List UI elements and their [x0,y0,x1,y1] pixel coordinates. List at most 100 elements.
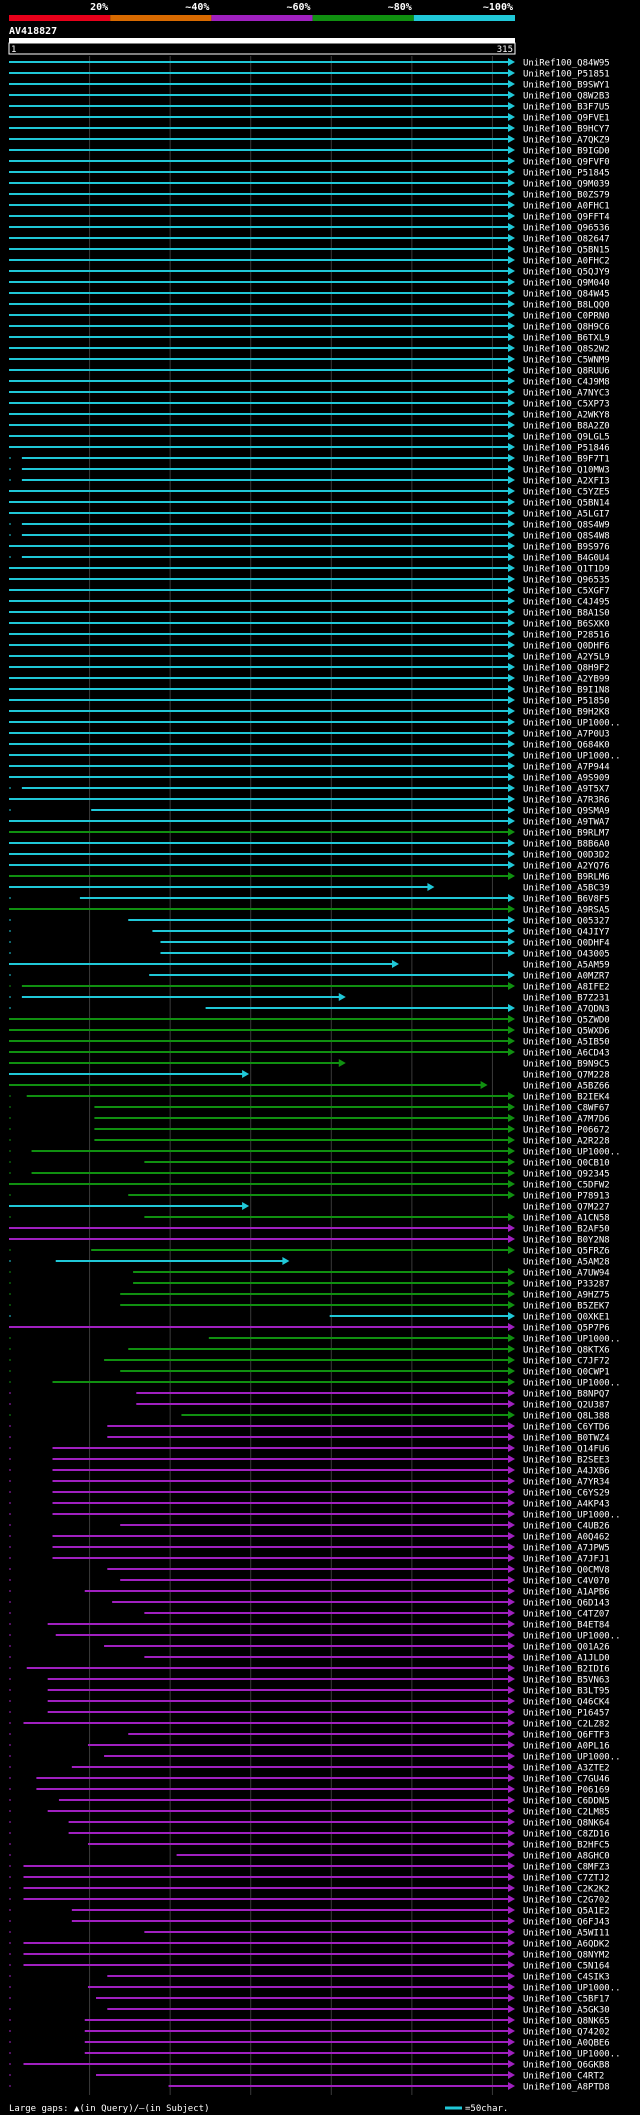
hit-arrowhead [508,2082,515,2090]
hit-arrowhead [508,1510,515,1518]
hit-row: UniRef100_B6TXL9 [9,333,610,344]
hit-row: UniRef100_B9S976 [9,542,610,553]
hit-label: UniRef100_A1APB6 [523,1588,610,1598]
hit-arrowhead [242,1070,250,1078]
hit-arrowhead [508,1466,515,1474]
hit-arrowhead [508,839,515,847]
hit-row: UniRef100_C5N164 [9,1961,610,1972]
hit-arrowhead [508,1037,515,1045]
query-ruler-box [8,42,516,55]
hit-label: UniRef100_Q0CWP1 [523,1368,610,1378]
hit-arrowhead [508,1708,515,1716]
hit-label: UniRef100_Q5FRZ6 [523,1247,610,1257]
hit-label: UniRef100_C8MFZ3 [523,1863,610,1873]
scale-gridlines [89,56,493,2095]
hit-arrowhead [508,1048,515,1056]
hit-arrowhead [508,1576,515,1584]
hit-label: UniRef100_Q7M228 [523,1071,610,1081]
hit-arrowhead [508,685,515,693]
hit-row: UniRef100_A3ZTE2 [9,1763,610,1774]
hit-label: UniRef100_C5YZE5 [523,488,610,498]
hit-label: UniRef100_A3ZTE2 [523,1764,610,1774]
hit-arrowhead [508,1279,515,1287]
hit-row: UniRef100_B2SEE3 [9,1455,610,1466]
hit-arrowhead [508,498,515,506]
hit-row: UniRef100_Q6D143 [9,1598,610,1609]
hit-arrowhead [508,828,515,836]
hit-label: UniRef100_C8ZD16 [523,1830,610,1840]
hit-label: UniRef100_Q8S4W8 [523,532,610,542]
hit-arrowhead [508,1543,515,1551]
hit-arrowhead [242,1202,250,1210]
hit-row: UniRef100_P28516 [9,630,610,641]
hit-label: UniRef100_UP1000.. [523,1379,621,1389]
hit-label: UniRef100_C5XGF7 [523,587,610,597]
hit-label: UniRef100_A5BC39 [523,884,610,894]
hit-arrowhead [508,619,515,627]
hit-arrowhead [508,322,515,330]
hit-label: UniRef100_B9HCY7 [523,125,610,135]
hit-row: UniRef100_Q9FFT4 [9,212,610,223]
hit-row: UniRef100_Q0D3D2 [9,850,610,861]
hit-row: UniRef100_A7P0U3 [9,729,610,740]
hit-row: UniRef100_P51846 [9,443,610,454]
hit-label: UniRef100_B9RLM7 [523,829,610,839]
hit-label: UniRef100_Q96535 [523,576,610,586]
hit-arrowhead [508,1994,515,2002]
hit-label: UniRef100_P51845 [523,169,610,179]
hit-label: UniRef100_Q5BN14 [523,499,610,509]
hit-arrowhead [508,2049,515,2057]
hit-arrowhead [508,1796,515,1804]
hit-label: UniRef100_A1CN58 [523,1214,610,1224]
hit-label: UniRef100_B8NPQ7 [523,1390,610,1400]
hit-arrowhead [508,1928,515,1936]
hit-label: UniRef100_B4G0U4 [523,554,610,564]
hit-label: UniRef100_A9TWA7 [523,818,610,828]
hit-label: UniRef100_C2LZ82 [523,1720,610,1730]
hit-label: UniRef100_Q84W95 [523,59,610,69]
hit-label: UniRef100_Q9M040 [523,279,610,289]
hit-label: UniRef100_B2IEK4 [523,1093,610,1103]
hit-row: UniRef100_Q8S4W9 [9,520,610,531]
hit-row: UniRef100_A0PL16 [9,1741,610,1752]
hit-arrowhead [508,223,515,231]
hit-label: UniRef100_A5LGI7 [523,510,610,520]
hit-label: UniRef100_Q84W45 [523,290,610,300]
hit-row: UniRef100_Q9SMA9 [9,806,610,817]
hit-row: UniRef100_P51851 [9,69,610,80]
hit-label: UniRef100_UP1000.. [523,2050,621,2060]
hit-row: UniRef100_C5WNM9 [9,355,610,366]
hit-arrowhead [508,311,515,319]
hit-arrowhead [508,1455,515,1463]
hit-arrowhead [508,1675,515,1683]
hit-label: UniRef100_C5WNM9 [523,356,610,366]
hit-label: UniRef100_C4J9M8 [523,378,610,388]
hit-arrowhead [508,894,515,902]
hit-row: UniRef100_Q84W95 [9,58,610,69]
hit-row: UniRef100_C8MFZ3 [9,1862,610,1873]
hit-label: UniRef100_A5WI11 [523,1929,610,1939]
hit-row: UniRef100_C4UB26 [9,1521,610,1532]
hit-row: UniRef100_A7R3R6 [9,795,610,806]
hit-label: UniRef100_Q5BN15 [523,246,610,256]
hit-row: UniRef100_B8NPQ7 [9,1389,610,1400]
hit-label: UniRef100_Q46CK4 [523,1698,610,1708]
hit-arrowhead [508,1158,515,1166]
hit-label: UniRef100_Q5ZWD0 [523,1016,610,1026]
hit-row: UniRef100_Q6GKB8 [9,2060,610,2071]
hit-row: UniRef100_P78913 [9,1191,610,1202]
hit-row: UniRef100_A8IFE2 [9,982,610,993]
hit-arrowhead [508,1433,515,1441]
hit-arrowhead [508,179,515,187]
hit-label: UniRef100_C4RT2 [523,2072,604,2082]
hit-arrowhead [508,476,515,484]
hit-arrowhead [508,1642,515,1650]
hit-row: UniRef100_Q8NK64 [9,1818,610,1829]
hit-label: UniRef100_Q9FVF0 [523,158,610,168]
hit-arrowhead [508,608,515,616]
hit-row: UniRef100_UP1000.. [9,1510,621,1521]
hit-label: UniRef100_C6YTD6 [523,1423,610,1433]
hit-row: UniRef100_Q684K0 [9,740,610,751]
hit-arrowhead [508,1862,515,1870]
hit-row: UniRef100_C2G702 [9,1895,610,1906]
